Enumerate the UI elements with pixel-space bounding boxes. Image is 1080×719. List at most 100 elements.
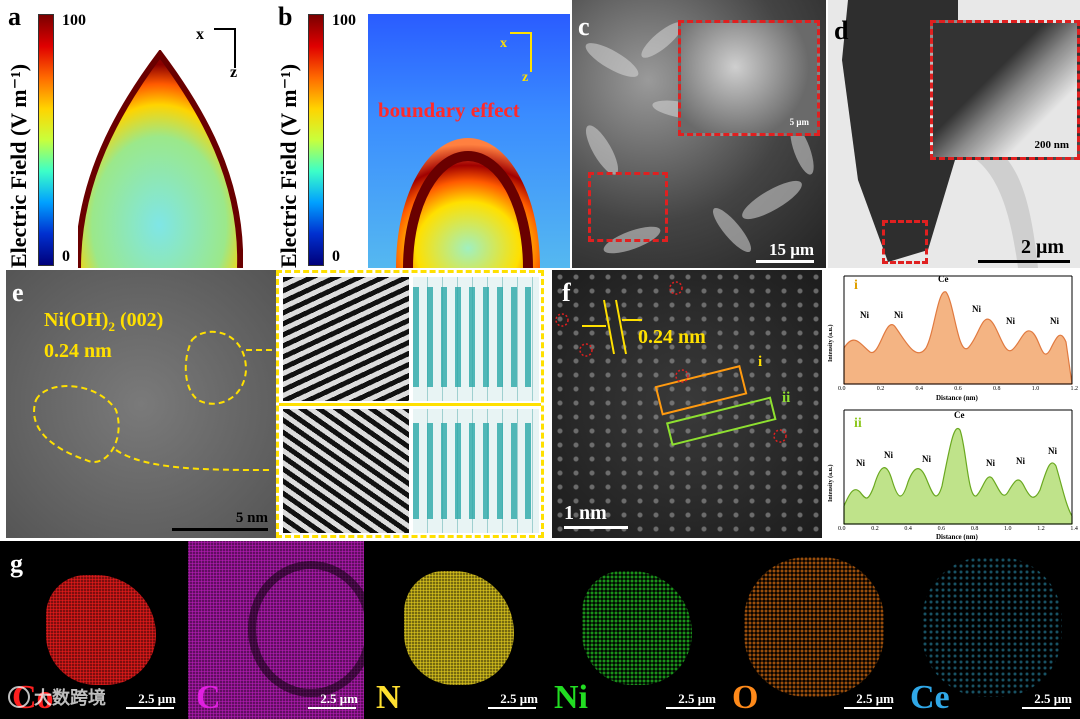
roi-box-c (588, 172, 668, 242)
tick-ii-5: 1.0 (1004, 526, 1012, 532)
panel-f: f 0.24 nm i ii 1 nm (552, 270, 822, 538)
spacing-label-e: 0.24 nm (44, 340, 112, 362)
peak-i-3: Ni (972, 304, 981, 314)
peak-i-2: Ce (938, 274, 949, 284)
ylabel-i: Intensity (a.u.) (828, 324, 834, 362)
panel-b: b 100 0 Electric Field (V m⁻¹) boundary … (270, 0, 570, 270)
colorbar-title-a: Electric Field (V m⁻¹) (6, 63, 31, 268)
panel-c: c 5 μm 15 μm (572, 0, 826, 268)
inset-d: 200 nm (930, 20, 1080, 160)
tem-particle (842, 0, 1038, 268)
scale-label-c: 15 μm (768, 240, 814, 259)
annotations-f (555, 281, 787, 446)
panel-label-d: d (834, 16, 849, 45)
eds-scalebar-co (126, 707, 174, 709)
panel-a: a 100 0 Electric Field (V m⁻¹) x z (0, 0, 270, 270)
fft-panel-frame (276, 270, 544, 538)
panel-e: e Ni(OH)2 (002) 0.24 nm 5 nm (6, 270, 276, 538)
scale-label-e: 5 nm (235, 510, 268, 526)
axis-z-b: z (522, 70, 529, 85)
eds-map-c: C 2.5 μm (188, 541, 364, 719)
axis-x-a: x (196, 26, 204, 43)
boundary-effect-annotation: boundary effect (378, 98, 520, 122)
profile-top (413, 277, 539, 401)
tick-i-2: 0.4 (915, 386, 924, 392)
watermark: 大数跨境 (8, 684, 106, 710)
eds-scalebar-ce (1022, 707, 1070, 709)
peak-i-0: Ni (860, 310, 869, 320)
peak-ii-5: Ni (1016, 456, 1025, 466)
eds-label-ce: Ce (910, 679, 950, 716)
eds-map-n: N 2.5 μm (368, 541, 544, 719)
tick-ii-0: 0.0 (838, 526, 846, 532)
roi-box-d (882, 220, 928, 264)
eds-map-ce: Ce 2.5 μm (902, 541, 1078, 719)
peak-ii-0: Ni (856, 458, 865, 468)
scale-bar-f (564, 526, 628, 529)
peak-ii-2: Ni (922, 454, 931, 464)
peak-i-4: Ni (1006, 316, 1015, 326)
field-plot-a (78, 50, 243, 268)
panel-label-e: e (12, 278, 24, 307)
profile-bottom (413, 409, 539, 533)
tick-ii-2: 0.4 (904, 526, 912, 532)
colorbar-min-b: 0 (332, 248, 340, 265)
inset-scale-c: 5 μm (789, 117, 809, 127)
panel-label-c: c (578, 12, 590, 41)
eds-scalebar-ni (666, 707, 714, 709)
scale-label-d: 2 μm (1021, 236, 1064, 258)
eds-scalebar-o (844, 707, 892, 709)
spacing-label-f: 0.24 nm (638, 326, 706, 348)
eds-scale-c: 2.5 μm (320, 691, 358, 706)
scale-bar-e (172, 528, 268, 531)
eds-map-ni: Ni 2.5 μm (546, 541, 722, 719)
eds-label-o: O (732, 679, 759, 716)
panel-label-g: g (10, 549, 23, 578)
watermark-text: 大数跨境 (34, 688, 106, 709)
axis-arrows-a: x z (196, 26, 262, 81)
tick-i-0: 0.0 (838, 386, 846, 392)
peak-ii-3: Ce (954, 410, 965, 420)
colorbar-min-a: 0 (62, 248, 70, 265)
inset-c: 5 μm (678, 20, 820, 136)
peak-i-5: Ni (1050, 316, 1059, 326)
colorbar-b (308, 14, 324, 266)
profile-chart-ii: ii Ni Ni Ni Ce Ni Ni Ni 0.0 0.2 0.4 0.6 … (826, 406, 1080, 541)
panel-d: d 200 nm 2 μm (828, 0, 1080, 268)
tick-ii-3: 0.6 (937, 526, 946, 532)
tick-ii-6: 1.2 (1037, 526, 1045, 532)
panel-label-b: b (278, 2, 293, 31)
phase-name: Ni(OH) (44, 309, 109, 331)
watermark-logo-icon (8, 686, 30, 708)
peak-ii-6: Ni (1048, 446, 1057, 456)
profile-chart-i: i Ni Ni Ce Ni Ni Ni 0.0 0.2 0.4 0.6 0.8 … (826, 272, 1080, 406)
colorbar-max-b: 100 (332, 12, 356, 29)
field-plot-b: boundary effect x z (368, 14, 570, 268)
phase-subscript: 2 (108, 319, 115, 334)
lattice-regions-e (33, 330, 272, 471)
inset-scale-d: 200 nm (1034, 139, 1069, 151)
peak-i-1: Ni (894, 310, 903, 320)
eds-scale-co: 2.5 μm (138, 691, 176, 706)
scale-bar-d (978, 260, 1070, 263)
eds-label-n: N (376, 679, 401, 716)
eds-scale-n: 2.5 μm (500, 691, 538, 706)
ifft-bottom (283, 409, 409, 533)
eds-scale-ce: 2.5 μm (1034, 691, 1072, 706)
eds-label-ni: Ni (554, 679, 588, 716)
eds-signal-o (744, 557, 884, 697)
eds-map-co: g Co 2.5 μm (6, 541, 182, 719)
tick-i-1: 0.2 (876, 386, 885, 392)
xlabel-i: Distance (nm) (936, 394, 978, 402)
phase-plane: (002) (114, 309, 164, 331)
phase-label-e: Ni(OH)2 (002) (44, 308, 163, 339)
tick-i-3: 0.6 (954, 386, 962, 392)
peak-ii-4: Ni (986, 458, 995, 468)
xlabel-ii: Distance (nm) (936, 533, 978, 541)
eds-scale-ni: 2.5 μm (678, 691, 716, 706)
eds-label-c: C (196, 679, 221, 716)
tick-i-6: 1.2 (1070, 386, 1079, 392)
ifft-top (283, 277, 409, 401)
ticks-i: 0.0 0.2 0.4 0.6 0.8 1.0 1.2 (838, 386, 1078, 392)
axis-z-a: z (230, 64, 238, 81)
